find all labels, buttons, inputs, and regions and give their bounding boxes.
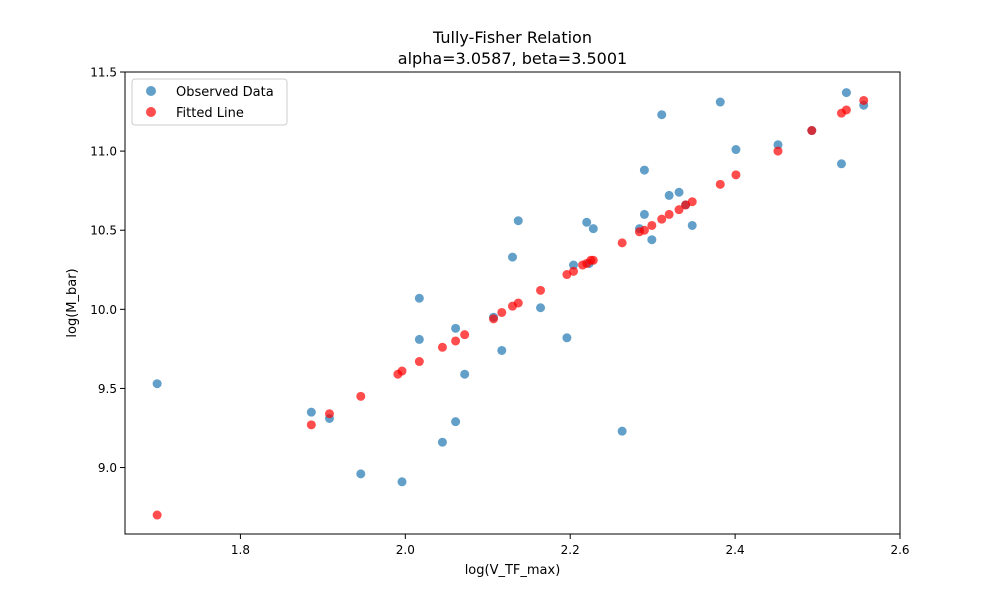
data-point (451, 336, 461, 346)
y-tick-label: 10.5 (90, 224, 117, 238)
data-point (639, 165, 649, 175)
legend-label-observed: Observed Data (176, 85, 274, 100)
data-point (674, 205, 684, 215)
plot-frame (124, 71, 901, 535)
data-point (731, 170, 741, 180)
x-axis-label: log(V_TF_max) (465, 563, 561, 578)
data-point (657, 110, 667, 120)
data-point (451, 323, 461, 333)
legend: Observed Data Fitted Line (131, 78, 288, 126)
y-axis-ticks: 9.0 9.5 10.0 10.5 11.0 11.5 (90, 66, 125, 475)
x-axis-ticks: 1.8 2.0 2.2 2.4 2.6 (231, 534, 910, 557)
data-point (841, 88, 851, 98)
data-point (152, 510, 162, 520)
x-tick-label: 2.2 (561, 543, 580, 557)
data-point (513, 216, 523, 226)
data-point (306, 420, 316, 430)
data-points (152, 88, 869, 520)
data-point (397, 477, 407, 487)
data-point (437, 342, 447, 352)
data-point (715, 179, 725, 189)
y-axis-label: log(M_bar) (65, 268, 80, 337)
data-point (715, 97, 725, 107)
data-point (489, 314, 499, 324)
data-point (437, 437, 447, 447)
data-point (664, 209, 674, 219)
data-point (513, 298, 523, 308)
data-point (536, 285, 546, 295)
x-tick-label: 2.0 (396, 543, 415, 557)
data-point (617, 426, 627, 436)
series-1 (152, 95, 869, 520)
data-point (687, 220, 697, 230)
data-point (841, 105, 851, 115)
data-point (582, 217, 592, 227)
data-point (773, 146, 783, 156)
data-point (324, 409, 334, 419)
data-point (647, 220, 657, 230)
data-point (497, 307, 507, 317)
y-tick-label: 10.0 (90, 303, 117, 317)
data-point (451, 417, 461, 427)
data-point (508, 252, 517, 262)
y-tick-label: 11.0 (90, 145, 117, 159)
data-point (356, 469, 366, 479)
data-point (397, 366, 407, 376)
data-point (836, 159, 846, 169)
data-point (664, 190, 674, 200)
data-point (687, 197, 697, 207)
legend-box (131, 78, 288, 126)
chart-title: Tully-Fisher Relation (432, 28, 592, 47)
x-tick-label: 2.4 (726, 543, 745, 557)
data-point (773, 140, 783, 150)
data-point (807, 126, 817, 136)
data-point (588, 255, 598, 265)
x-tick-label: 2.6 (890, 543, 909, 557)
data-point (731, 145, 741, 155)
data-point (617, 238, 627, 248)
legend-marker-fitted (146, 107, 156, 117)
data-point (536, 303, 546, 313)
legend-label-fitted: Fitted Line (176, 106, 244, 121)
data-point (497, 345, 507, 355)
data-point (569, 260, 579, 270)
data-point (639, 225, 649, 235)
y-tick-label: 9.0 (98, 461, 117, 475)
data-point (588, 224, 598, 234)
y-tick-label: 9.5 (98, 382, 117, 396)
data-point (647, 235, 657, 245)
data-point (657, 214, 667, 224)
data-point (414, 357, 424, 367)
legend-marker-observed (146, 86, 156, 96)
data-point (674, 187, 684, 197)
data-point (306, 407, 316, 417)
data-point (356, 391, 366, 401)
data-point (562, 333, 572, 343)
y-tick-label: 11.5 (90, 66, 117, 80)
chart-subtitle: alpha=3.0587, beta=3.5001 (398, 49, 627, 68)
data-point (460, 330, 470, 340)
x-tick-label: 1.8 (231, 543, 250, 557)
data-point (414, 334, 424, 344)
data-point (569, 266, 579, 276)
data-point (639, 209, 649, 219)
data-point (414, 293, 424, 303)
data-point (859, 95, 869, 105)
data-point (460, 369, 470, 379)
data-point (152, 379, 162, 389)
